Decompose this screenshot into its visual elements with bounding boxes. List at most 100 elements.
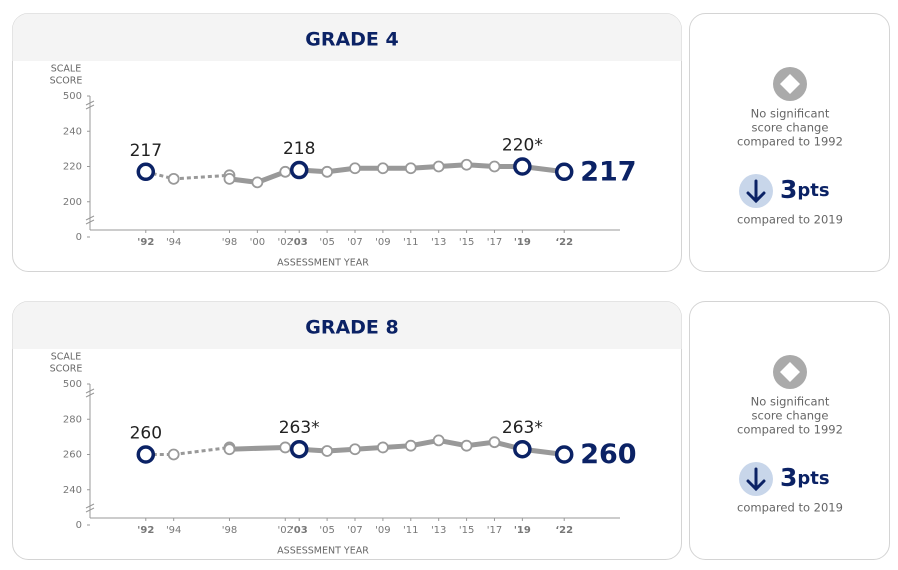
y-tick-label: 500 bbox=[63, 91, 82, 102]
summary-text: No significant bbox=[751, 395, 830, 409]
highlight-point bbox=[513, 157, 532, 176]
x-tick-label: '17 bbox=[487, 525, 502, 536]
x-tick-label: '94 bbox=[166, 237, 181, 248]
change-value: 3pts bbox=[780, 175, 830, 204]
x-tick-label: '94 bbox=[166, 525, 181, 536]
highlight-point bbox=[136, 162, 156, 182]
chart-title: GRADE 8 bbox=[305, 317, 399, 339]
point bbox=[349, 162, 361, 175]
axis-break bbox=[85, 503, 95, 513]
x-tick-label: '09 bbox=[375, 525, 390, 536]
x-tick-label: '00 bbox=[250, 237, 265, 248]
summary-text: score change bbox=[752, 409, 829, 423]
x-axis-label: ASSESSMENT YEAR bbox=[277, 546, 369, 557]
x-tick-label: '02 bbox=[278, 237, 293, 248]
point bbox=[251, 176, 264, 189]
point bbox=[376, 441, 389, 454]
y-tick-label: 0 bbox=[76, 232, 82, 243]
summary-note: compared to 2019 bbox=[737, 501, 843, 515]
x-tick-label: ‘22 bbox=[555, 237, 573, 248]
point bbox=[488, 436, 501, 449]
highlight-point bbox=[513, 439, 532, 459]
x-tick-label: '92 bbox=[137, 525, 154, 536]
value-label: 260 bbox=[130, 424, 162, 444]
x-tick-label: '98 bbox=[222, 237, 237, 248]
chart-title: GRADE 4 bbox=[305, 29, 399, 51]
point bbox=[432, 434, 445, 447]
value-label: 263* bbox=[279, 418, 320, 438]
axis-break bbox=[85, 388, 95, 398]
point bbox=[432, 160, 445, 173]
point bbox=[223, 443, 236, 456]
highlight-point bbox=[554, 162, 574, 182]
point bbox=[223, 172, 236, 185]
summary-text: No significant bbox=[751, 107, 830, 121]
x-tick-label: '15 bbox=[459, 237, 474, 248]
x-tick-label: '03 bbox=[291, 525, 308, 536]
highlight-point bbox=[136, 445, 156, 464]
summary-card bbox=[689, 301, 890, 560]
y-tick-label: 260 bbox=[63, 450, 82, 461]
x-tick-label: '11 bbox=[403, 525, 418, 536]
value-label: 217 bbox=[130, 141, 162, 161]
axis-break bbox=[85, 215, 95, 225]
x-tick-label: '02 bbox=[278, 525, 293, 536]
y-tick-label: 280 bbox=[63, 414, 82, 425]
y-axis-label: SCORE bbox=[50, 76, 83, 87]
point bbox=[321, 445, 334, 457]
x-tick-label: '07 bbox=[347, 525, 362, 536]
point bbox=[404, 162, 417, 175]
highlight-point bbox=[289, 160, 309, 180]
card-header bbox=[12, 13, 682, 61]
x-tick-label: '11 bbox=[403, 237, 418, 248]
y-tick-label: 0 bbox=[76, 520, 82, 531]
x-tick-label: '15 bbox=[459, 525, 474, 536]
change-number: 3 bbox=[780, 175, 797, 204]
point bbox=[321, 165, 334, 178]
x-tick-label: ‘22 bbox=[555, 525, 573, 536]
x-tick-label: '17 bbox=[487, 237, 502, 248]
summary-note: compared to 2019 bbox=[737, 213, 843, 227]
y-tick-label: 240 bbox=[63, 485, 82, 496]
latest-label: 217 bbox=[580, 156, 636, 187]
point bbox=[404, 439, 417, 452]
point bbox=[376, 162, 389, 175]
x-tick-label: '98 bbox=[222, 525, 237, 536]
no-change-diamond bbox=[780, 362, 800, 382]
y-tick-label: 240 bbox=[63, 126, 82, 137]
x-tick-label: '19 bbox=[514, 525, 531, 536]
point bbox=[167, 172, 180, 185]
y-axis-label: SCALE bbox=[51, 352, 81, 363]
series-line bbox=[145, 445, 230, 456]
x-tick-label: '13 bbox=[431, 525, 446, 536]
decrease-arrow bbox=[746, 179, 766, 204]
decrease-arrow bbox=[746, 467, 766, 492]
summary-text: compared to 1992 bbox=[737, 423, 843, 437]
y-tick-label: 220 bbox=[63, 162, 82, 173]
point bbox=[460, 439, 473, 452]
x-tick-label: '07 bbox=[347, 237, 362, 248]
summary-text: compared to 1992 bbox=[737, 135, 843, 149]
change-value: 3pts bbox=[780, 463, 830, 492]
summary-text: score change bbox=[752, 121, 829, 135]
x-tick-label: '05 bbox=[319, 237, 334, 248]
highlight-point bbox=[289, 439, 309, 459]
point bbox=[488, 160, 501, 173]
y-axis-label: SCORE bbox=[50, 364, 83, 375]
x-tick-label: '05 bbox=[319, 525, 334, 536]
y-axis-label: SCALE bbox=[51, 64, 81, 75]
value-label: 218 bbox=[283, 139, 315, 159]
axis-break bbox=[85, 100, 95, 110]
x-tick-label: '92 bbox=[137, 237, 154, 248]
change-unit: pts bbox=[797, 468, 829, 489]
change-number: 3 bbox=[780, 463, 797, 492]
y-tick-label: 500 bbox=[63, 379, 82, 390]
x-tick-label: '19 bbox=[514, 237, 531, 248]
x-tick-label: '13 bbox=[431, 237, 446, 248]
x-tick-label: '03 bbox=[291, 237, 308, 248]
card-header bbox=[12, 301, 682, 349]
x-axis-label: ASSESSMENT YEAR bbox=[277, 258, 369, 269]
y-tick-label: 200 bbox=[63, 197, 82, 208]
x-tick-label: '09 bbox=[375, 237, 390, 248]
point bbox=[460, 158, 473, 171]
